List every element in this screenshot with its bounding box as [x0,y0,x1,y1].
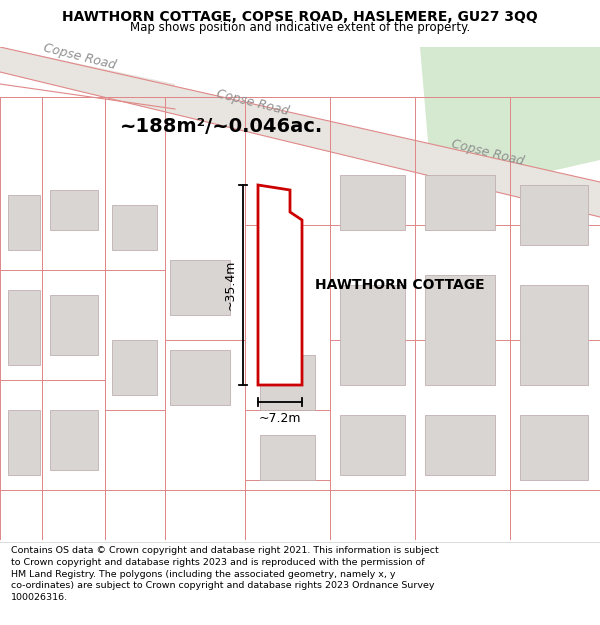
Text: ~35.4m: ~35.4m [224,260,237,310]
Text: ~7.2m: ~7.2m [259,412,301,425]
Polygon shape [340,175,405,230]
Polygon shape [50,190,98,230]
Polygon shape [0,47,600,217]
Polygon shape [8,290,40,365]
Polygon shape [520,285,588,385]
Polygon shape [520,185,588,245]
Text: Copse Road: Copse Road [450,138,525,168]
Polygon shape [425,275,495,385]
Text: Map shows position and indicative extent of the property.: Map shows position and indicative extent… [130,21,470,34]
Polygon shape [0,47,175,109]
Polygon shape [258,185,302,385]
Polygon shape [170,260,230,315]
Polygon shape [8,410,40,475]
Polygon shape [425,415,495,475]
Polygon shape [340,415,405,475]
Polygon shape [112,340,157,395]
Text: Contains OS data © Crown copyright and database right 2021. This information is : Contains OS data © Crown copyright and d… [11,546,439,602]
Polygon shape [112,205,157,250]
Polygon shape [260,355,315,410]
Polygon shape [50,295,98,355]
Text: HAWTHORN COTTAGE: HAWTHORN COTTAGE [315,278,485,292]
Polygon shape [340,285,405,385]
Text: Copse Road: Copse Road [215,88,290,118]
Polygon shape [520,415,588,480]
Polygon shape [8,195,40,250]
Polygon shape [420,47,600,185]
Polygon shape [425,175,495,230]
Polygon shape [260,435,315,480]
Polygon shape [50,410,98,470]
Text: Copse Road: Copse Road [42,41,117,72]
Text: ~188m²/~0.046ac.: ~188m²/~0.046ac. [120,118,323,136]
Polygon shape [170,350,230,405]
Text: HAWTHORN COTTAGE, COPSE ROAD, HASLEMERE, GU27 3QQ: HAWTHORN COTTAGE, COPSE ROAD, HASLEMERE,… [62,11,538,24]
